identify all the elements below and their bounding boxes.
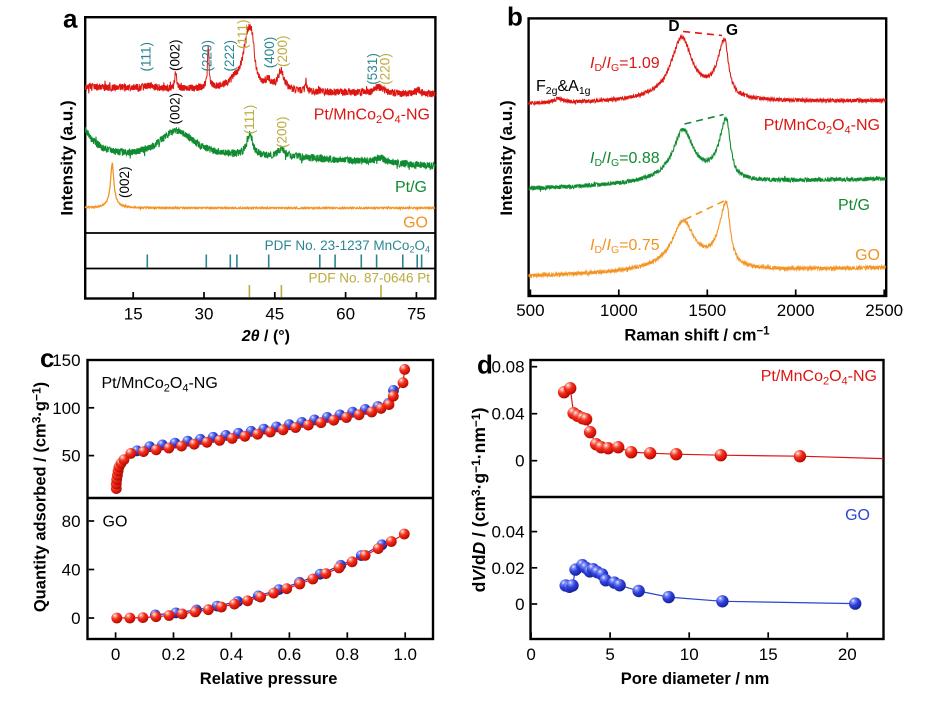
svg-text:75: 75 (407, 305, 426, 324)
svg-text:a: a (63, 4, 78, 34)
svg-text:G: G (726, 22, 738, 39)
svg-text:(400): (400) (262, 37, 277, 69)
svg-text:0: 0 (71, 609, 80, 628)
svg-text:0.8: 0.8 (335, 645, 359, 664)
svg-text:D: D (668, 18, 679, 35)
svg-text:0: 0 (515, 452, 524, 471)
svg-text:0: 0 (526, 645, 535, 664)
svg-text:c: c (40, 343, 54, 373)
svg-text:30: 30 (195, 305, 214, 324)
svg-text:(002): (002) (167, 93, 182, 125)
svg-text:Relative pressure: Relative pressure (200, 670, 338, 688)
svg-text:Intensity (a.u.): Intensity (a.u.) (497, 100, 516, 215)
svg-text:PDF No. 23-1237 MnCo2O4: PDF No. 23-1237 MnCo2O4 (265, 238, 430, 255)
svg-text:Pt/MnCo2O4-NG: Pt/MnCo2O4-NG (764, 117, 880, 137)
svg-text:2θ / (°): 2θ / (°) (241, 328, 290, 345)
svg-text:20: 20 (838, 645, 857, 664)
svg-text:ID/IG=0.75: ID/IG=0.75 (590, 237, 660, 256)
svg-text:0.02: 0.02 (492, 559, 525, 578)
svg-text:0.04: 0.04 (492, 405, 525, 424)
svg-text:15: 15 (759, 645, 778, 664)
svg-text:ID/IG=1.09: ID/IG=1.09 (590, 55, 660, 74)
svg-text:Pt/MnCo2O4-NG: Pt/MnCo2O4-NG (314, 107, 430, 127)
svg-text:2500: 2500 (865, 301, 903, 320)
svg-text:(111): (111) (235, 19, 250, 49)
svg-text:(220): (220) (378, 53, 393, 85)
svg-text:5: 5 (605, 645, 614, 664)
svg-text:15: 15 (124, 305, 143, 324)
svg-text:dV/dD / (cm3·g−1·nm−1): dV/dD / (cm3·g−1·nm−1) (469, 408, 489, 593)
svg-text:0.6: 0.6 (278, 645, 302, 664)
svg-text:Pt/MnCo2O4-NG: Pt/MnCo2O4-NG (761, 368, 877, 388)
svg-text:GO: GO (403, 215, 428, 232)
svg-text:10: 10 (680, 645, 699, 664)
svg-text:(002): (002) (167, 39, 182, 71)
svg-text:(111): (111) (139, 42, 154, 72)
svg-text:d: d (477, 350, 493, 380)
svg-text:500: 500 (516, 301, 544, 320)
svg-text:(222): (222) (222, 40, 237, 72)
svg-text:(200): (200) (275, 35, 290, 67)
svg-text:Raman shift / cm−1: Raman shift / cm−1 (624, 326, 770, 345)
svg-text:0: 0 (515, 595, 524, 614)
svg-text:GO: GO (103, 514, 128, 531)
svg-text:0.2: 0.2 (162, 645, 186, 664)
svg-text:(111): (111) (242, 105, 257, 135)
svg-text:GO: GO (845, 507, 870, 524)
svg-text:0.04: 0.04 (492, 523, 525, 542)
svg-text:Pt/MnCo2O4-NG: Pt/MnCo2O4-NG (102, 375, 218, 395)
svg-text:2000: 2000 (777, 301, 815, 320)
svg-text:40: 40 (62, 561, 81, 580)
svg-text:Pt/G: Pt/G (395, 179, 427, 196)
svg-text:1500: 1500 (688, 301, 726, 320)
svg-text:Quantity adsorbed / (cm3·g−1): Quantity adsorbed / (cm3·g−1) (29, 382, 49, 612)
svg-text:50: 50 (62, 447, 81, 466)
svg-text:b: b (507, 2, 523, 32)
svg-text:80: 80 (62, 512, 81, 531)
svg-text:45: 45 (265, 305, 284, 324)
svg-text:ID/IG=0.88: ID/IG=0.88 (590, 150, 660, 169)
svg-text:(200): (200) (275, 116, 290, 148)
svg-text:100: 100 (52, 399, 80, 418)
svg-text:0.08: 0.08 (492, 358, 525, 377)
svg-text:0.4: 0.4 (220, 645, 244, 664)
svg-text:(220): (220) (200, 40, 215, 72)
svg-text:(531): (531) (365, 53, 380, 85)
svg-text:60: 60 (336, 305, 355, 324)
svg-text:150: 150 (52, 351, 80, 370)
svg-text:0: 0 (111, 645, 120, 664)
svg-text:Pore diameter / nm: Pore diameter / nm (621, 670, 770, 688)
svg-text:Intensity (a.u.): Intensity (a.u.) (57, 100, 76, 215)
svg-text:1000: 1000 (600, 301, 638, 320)
svg-text:1.0: 1.0 (393, 645, 417, 664)
svg-text:PDF No. 87-0646 Pt: PDF No. 87-0646 Pt (308, 271, 430, 286)
svg-text:Pt/G: Pt/G (838, 197, 870, 214)
svg-text:GO: GO (855, 247, 880, 264)
svg-text:(002): (002) (117, 166, 132, 198)
